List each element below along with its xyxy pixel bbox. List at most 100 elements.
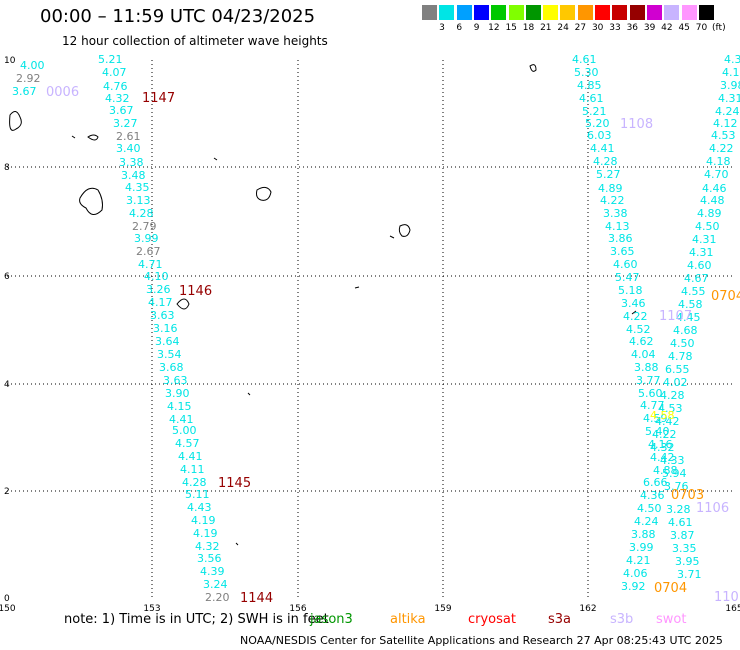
swh-value-label: 3.88 (634, 361, 659, 374)
swh-value-label: 4.1 (722, 66, 740, 79)
pass-id-label: 1145 (218, 476, 252, 491)
pass-id-label: 1107 (659, 309, 693, 324)
swh-value-label: 4.19 (193, 527, 218, 540)
swh-value-label: 3.24 (203, 578, 228, 591)
swh-value-label: 3.28 (666, 503, 691, 516)
swh-value-label: 3.27 (113, 117, 138, 130)
latitude-tick-label: 6 (4, 272, 10, 282)
swh-value-label: 3.40 (116, 142, 141, 155)
swh-value-label: 6.55 (665, 363, 690, 376)
pass-id-label: 1146 (179, 284, 213, 299)
swh-value-label: 4.58 (678, 298, 703, 311)
swh-value-label: 3.26 (146, 283, 171, 296)
swh-value-label: 3.38 (603, 207, 628, 220)
color-scale-label: 45 (678, 23, 690, 33)
swh-value-label: 3.71 (677, 568, 702, 581)
swh-value-label: 4.89 (697, 207, 722, 220)
lat-lon-grid (7, 60, 734, 598)
swh-value-label: 3.77 (636, 374, 661, 387)
swh-value-label: 4.43 (187, 501, 212, 514)
swh-value-label: 4.24 (634, 515, 659, 528)
swh-value-label: 4.32 (105, 92, 130, 105)
swh-value-label: 4.13 (605, 220, 630, 233)
swh-value-label: 4.60 (613, 258, 638, 271)
swh-value-label: 3.63 (150, 309, 175, 322)
satellite-legend-item: cryosat (468, 612, 516, 627)
swh-value-label: 4.35 (125, 181, 150, 194)
swh-value-label: 3.65 (610, 245, 635, 258)
latitude-tick-label: 2 (4, 487, 10, 497)
swh-value-label: 3.99 (134, 232, 159, 245)
island-outline (213, 157, 218, 161)
color-scale-swatch (508, 5, 524, 20)
color-scale-label: 30 (591, 23, 604, 33)
swh-value-label: 4.52 (626, 323, 651, 336)
longitude-tick-label: 153 (143, 604, 160, 614)
swh-value-label: 3.88 (631, 528, 656, 541)
pass-id-label: 0704 (654, 581, 688, 596)
island-outline (247, 392, 251, 396)
swh-value-label: 4.55 (681, 285, 706, 298)
color-scale-swatch (560, 5, 576, 20)
swh-value-label: 3.86 (608, 232, 633, 245)
swh-value-label: 4.19 (191, 514, 216, 527)
swh-value-label: 4.06 (623, 567, 648, 580)
swh-value-label: 3.90 (165, 387, 190, 400)
swh-value-label: 4.46 (702, 182, 727, 195)
swh-value-label: 4.70 (704, 168, 729, 181)
swh-value-label: 2.67 (136, 245, 161, 258)
swh-value-label: 5.40 (645, 425, 670, 438)
swh-value-label: 5.21 (582, 105, 607, 118)
swh-value-label: 3.46 (621, 297, 646, 310)
longitude-tick-label: 162 (579, 604, 596, 614)
swh-value-label: 3.87 (670, 529, 695, 542)
swh-value-label: 4.76 (103, 80, 128, 93)
swh-value-label: 4.53 (658, 402, 683, 415)
color-scale-label: (ft) (712, 23, 726, 33)
island-outline (398, 224, 411, 237)
swh-value-label: 4.58 (650, 409, 675, 422)
footnote: note: 1) Time is in UTC; 2) SWH is in fe… (64, 612, 329, 627)
map-title: 00:00 – 11:59 UTC 04/23/2025 (40, 6, 316, 27)
swh-value-label: 5.30 (574, 66, 599, 79)
swh-value-label: 4.24 (715, 105, 740, 118)
island-outline (631, 310, 637, 315)
swh-value-label: 3.76 (664, 480, 689, 493)
pass-id-label: 0703 (671, 488, 705, 503)
satellite-legend-item: swot (656, 612, 687, 627)
latitude-tick-label: 8 (4, 163, 10, 173)
swh-value-label: 4.02 (663, 376, 688, 389)
swh-value-label: 3.54 (157, 348, 182, 361)
swh-value-label: 3.38 (119, 156, 144, 169)
swh-value-label: 4.32 (195, 540, 220, 553)
satellite-legend-item: altika (390, 612, 426, 627)
longitude-tick-label: 156 (289, 604, 306, 614)
color-scale-label: 70 (695, 23, 708, 33)
swh-value-label: 5.47 (615, 271, 640, 284)
color-scale-label: 24 (557, 23, 569, 33)
swh-value-label: 4.31 (692, 233, 717, 246)
island-outline (71, 135, 76, 139)
swh-value-label: 6.66 (643, 476, 668, 489)
swh-value-label: 3.98 (720, 79, 740, 92)
swh-value-label: 4.61 (668, 516, 693, 529)
island-outline (256, 186, 272, 201)
satellite-legend-item: s3a (548, 612, 572, 627)
map-subtitle: 12 hour collection of altimeter wave hei… (62, 34, 328, 48)
color-scale-swatch (612, 5, 628, 20)
color-scale-swatch (629, 5, 645, 20)
swh-value-label: 4.53 (711, 129, 736, 142)
swh-value-label: 4.45 (676, 311, 701, 324)
swh-value-label: 4.67 (684, 272, 709, 285)
swh-value-label: 4.28 (660, 389, 685, 402)
swh-value-label: 5.18 (618, 284, 643, 297)
color-scale-swatch (543, 5, 559, 20)
pass-id-label: 0704 (711, 289, 740, 304)
swh-value-label: 5.27 (596, 168, 621, 181)
island-outline (9, 111, 22, 131)
latitude-tick-label: 10 (4, 56, 16, 66)
swh-value-label: 4.00 (20, 59, 45, 72)
swh-value-label: 4.62 (629, 335, 654, 348)
swh-value-label: 3.67 (109, 104, 134, 117)
pass-id-label: 1147 (142, 91, 176, 106)
